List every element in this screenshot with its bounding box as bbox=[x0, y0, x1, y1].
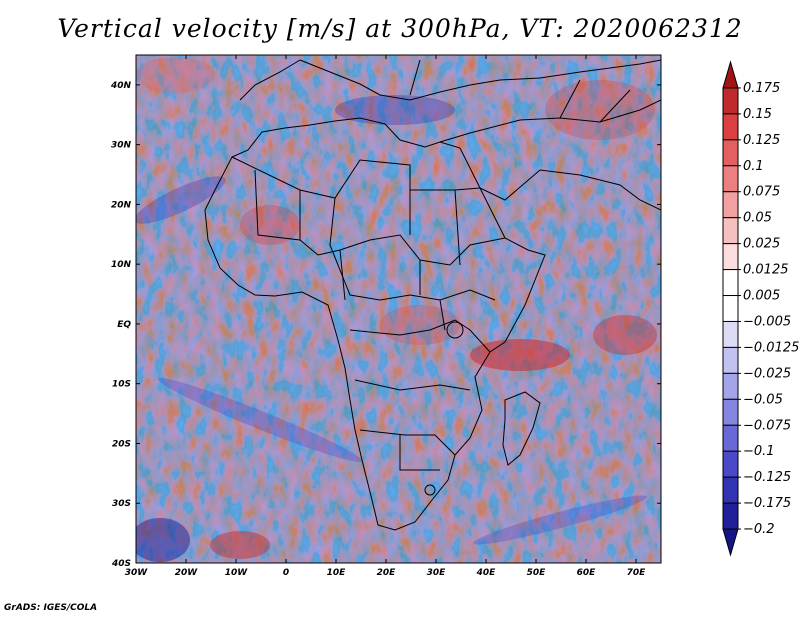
x-tick: 10W bbox=[225, 55, 249, 578]
coastlines-and-borders bbox=[204, 59, 661, 531]
colorbar-label: −0.075 bbox=[743, 418, 791, 433]
y-tick: 40S bbox=[111, 559, 661, 569]
y-tick: 10N bbox=[111, 260, 661, 270]
colorbar-segment bbox=[722, 113, 739, 141]
x-tick: 20W bbox=[175, 55, 199, 578]
colorbar-segment bbox=[722, 424, 739, 452]
x-tick-label: 0 bbox=[283, 568, 289, 578]
y-tick: 20S bbox=[112, 439, 661, 449]
colorbar-label: 0.175 bbox=[743, 81, 780, 96]
colorbar-label: 0.125 bbox=[743, 133, 780, 148]
colorbar-segment bbox=[722, 269, 739, 297]
x-tick: 60E bbox=[577, 55, 597, 578]
x-axis-ticks: 30W 20W 10W 0 10E 20E 30E 40E 50E 60E 70E bbox=[125, 55, 646, 578]
colorbar-label: 0.005 bbox=[743, 289, 780, 304]
y-tick-label: 10N bbox=[111, 260, 132, 270]
x-tick-label: 10E bbox=[327, 568, 347, 578]
x-tick: 40E bbox=[476, 55, 497, 578]
x-tick-label: 20E bbox=[377, 568, 397, 578]
colorbar-segment bbox=[722, 450, 739, 478]
x-tick: 70E bbox=[627, 55, 647, 578]
colorbar-label: −0.005 bbox=[743, 314, 791, 329]
velocity-field bbox=[136, 55, 661, 563]
colorbar-segment bbox=[722, 528, 739, 557]
colorbar-segment bbox=[722, 346, 739, 374]
x-tick-label: 50E bbox=[527, 568, 547, 578]
colorbar-segment bbox=[722, 502, 739, 530]
colorbar-segment bbox=[722, 243, 739, 271]
colorbar-label: −0.0125 bbox=[743, 340, 799, 355]
y-tick-label: 30N bbox=[111, 141, 132, 151]
colorbar-segment bbox=[722, 87, 739, 115]
colorbar-segment bbox=[722, 217, 739, 245]
y-tick-label: 30S bbox=[112, 499, 131, 509]
y-tick: 10S bbox=[112, 380, 661, 390]
x-tick: 30E bbox=[427, 55, 447, 578]
y-tick: 40N bbox=[110, 81, 661, 91]
colorbar-label: −0.125 bbox=[743, 470, 791, 485]
colorbar-label: −0.025 bbox=[743, 366, 791, 381]
colorbar-segment bbox=[722, 398, 739, 426]
colorbar-label: 0.15 bbox=[743, 107, 772, 122]
x-tick: 10E bbox=[327, 55, 347, 578]
x-tick-label: 40E bbox=[476, 568, 497, 578]
colorbar-label: 0.1 bbox=[743, 159, 764, 174]
colorbar-label: 0.075 bbox=[743, 185, 780, 200]
colorbar-label: 0.05 bbox=[743, 211, 772, 226]
y-tick-label: 40S bbox=[111, 559, 131, 569]
colorbar: 0.175 0.15 0.125 0.1 0.075 0.05 0.025 0.0125 0.0… bbox=[722, 60, 799, 557]
x-tick: 50E bbox=[527, 55, 547, 578]
y-tick-label: 10S bbox=[112, 380, 131, 390]
x-tick: 30W bbox=[125, 55, 149, 578]
x-tick-label: 20W bbox=[175, 568, 199, 578]
colorbar-segment bbox=[722, 295, 739, 322]
colorbar-segment bbox=[722, 191, 739, 219]
x-tick-label: 30W bbox=[125, 568, 149, 578]
colorbar-segment bbox=[722, 139, 739, 167]
colorbar-segment bbox=[722, 320, 739, 348]
colorbar-label: −0.1 bbox=[743, 444, 775, 459]
y-tick-label: 20S bbox=[112, 439, 131, 449]
colorbar-label: −0.175 bbox=[743, 496, 791, 511]
map-frame bbox=[135, 54, 662, 564]
map-title: Vertical velocity [m/s] at 300hPa, VT: 2… bbox=[57, 14, 743, 43]
y-tick: EQ bbox=[117, 320, 661, 330]
colorbar-segment bbox=[722, 372, 739, 400]
y-axis-ticks: 40N 30N 20N 10N EQ 10S 20S 30S 40S bbox=[110, 81, 661, 569]
x-tick-label: 30E bbox=[427, 568, 447, 578]
colorbar-label: 0.025 bbox=[743, 237, 780, 252]
y-tick-label: EQ bbox=[117, 320, 131, 330]
x-tick-label: 10W bbox=[225, 568, 249, 578]
y-tick: 30N bbox=[111, 141, 661, 151]
y-tick: 20N bbox=[111, 200, 661, 210]
colorbar-label: 0.0125 bbox=[743, 263, 789, 278]
x-tick: 0 bbox=[283, 55, 289, 578]
x-tick-label: 60E bbox=[577, 568, 597, 578]
colorbar-label: −0.2 bbox=[743, 522, 775, 537]
y-tick-label: 40N bbox=[110, 81, 132, 91]
colorbar-segment bbox=[722, 60, 739, 89]
y-tick-label: 20N bbox=[111, 200, 132, 210]
colorbar-label: −0.05 bbox=[743, 392, 783, 407]
x-tick: 20E bbox=[377, 55, 397, 578]
colorbar-segment bbox=[722, 476, 739, 504]
colorbar-segment bbox=[722, 165, 739, 193]
grads-credit: GrADS: IGES/COLA bbox=[4, 603, 98, 613]
x-tick-label: 70E bbox=[627, 568, 647, 578]
y-tick: 30S bbox=[112, 499, 661, 509]
